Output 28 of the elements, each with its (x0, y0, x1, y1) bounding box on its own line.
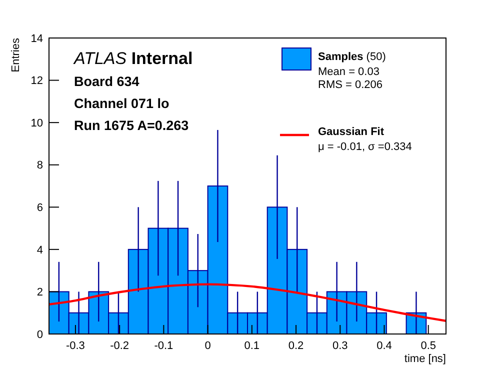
annotation: Board 634 (74, 74, 140, 89)
x-tick-label: -0.3 (66, 340, 85, 352)
annotation: ATLAS Internal (73, 49, 193, 68)
y-tick-label: 12 (30, 75, 43, 88)
legend-label: Gaussian Fit (318, 126, 384, 138)
annotation: μ = -0.01, σ =0.334 (318, 141, 412, 153)
y-tick-label: 6 (36, 202, 43, 214)
x-tick-label: 0 (204, 340, 211, 352)
y-axis-title: Entries (10, 38, 22, 72)
x-tick-label: 0.1 (244, 340, 260, 352)
annotation: Channel 071 lo (74, 96, 170, 111)
y-tick-label: 8 (36, 160, 43, 172)
annotation: Run 1675 A=0.263 (74, 118, 190, 133)
y-tick-label: 10 (30, 117, 43, 130)
annotation: RMS = 0.206 (318, 79, 383, 91)
x-tick-label: 0.3 (332, 340, 348, 352)
annotation: Mean = 0.03 (318, 66, 380, 78)
y-tick-label: 14 (30, 32, 43, 45)
x-tick-label: 0.4 (376, 340, 392, 352)
x-tick-label: 0.5 (420, 340, 436, 352)
x-tick-label: 0.2 (288, 340, 304, 352)
legend-label: Samples (50) (318, 51, 386, 63)
y-tick-label: 0 (36, 328, 43, 341)
y-tick-label: 4 (36, 244, 43, 256)
x-axis-title: time [ns] (404, 353, 446, 365)
x-tick-label: -0.2 (110, 340, 130, 352)
y-tick-label: 2 (36, 286, 43, 299)
x-tick-label: -0.1 (154, 340, 174, 352)
